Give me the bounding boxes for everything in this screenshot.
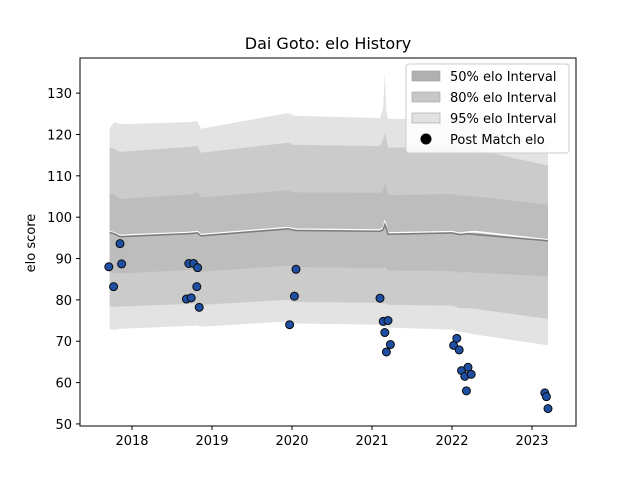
post-match-elo-point [385,340,395,350]
elo-upper-line [109,219,549,241]
chart-title: Dai Goto: elo History [245,34,411,53]
post-match-elo-point [381,347,391,357]
post-match-elo-point [285,320,295,330]
x-tick-label: 2023 [515,434,548,449]
post-match-elo-point [461,386,471,396]
post-match-elo-point [104,262,114,272]
legend-swatch [411,70,441,82]
post-match-elo-point [541,392,551,402]
post-match-elo-point [466,369,476,379]
legend-swatch [411,91,441,103]
y-tick-label: 100 [47,211,72,226]
legend-label: 80% elo Interval [450,91,557,106]
axes: 2018 2019 2020 2021 2022 2023 50 60 70 80 90 100 110… [47,57,577,449]
legend-label: Post Match elo [450,133,545,148]
x-tick-label: 2020 [275,434,308,449]
post-match-elo-point [380,328,390,338]
legend-box [405,63,570,154]
y-tick-label: 120 [47,128,72,143]
post-match-elo-point [186,293,196,303]
legend-swatch [411,112,441,124]
legend-label: 95% elo Interval [450,112,557,127]
y-tick-label: 70 [55,335,72,350]
post-match-elo-point [452,333,462,343]
x-tick-label: 2022 [435,434,468,449]
y-tick-label: 110 [47,170,72,185]
post-match-elo-point [454,345,464,355]
post-match-elo-point [192,282,202,292]
legend-label: 50% elo Interval [450,70,557,85]
legend-marker [420,133,432,145]
post-match-elo-point [375,293,385,303]
x-tick-label: 2021 [355,434,388,449]
y-tick-label: 50 [55,418,72,433]
y-tick-label: 80 [55,294,72,309]
post-match-elo-point [109,282,119,292]
x-tick-label: 2019 [195,434,228,449]
y-axis-label: elo score [24,214,39,273]
post-match-elo-point [194,302,204,312]
post-match-elo-point [117,259,127,269]
post-match-elo-point [193,263,203,273]
post-match-elo-point [291,264,301,274]
post-match-elo-point [115,239,125,249]
post-match-elo-point [289,291,299,301]
y-tick-label: 130 [47,87,72,102]
elo-mean-line [109,222,549,242]
post-match-elo-point [383,316,393,326]
y-tick-label: 90 [55,253,72,268]
y-tick-label: 60 [55,377,72,392]
post-match-elo-point [543,404,553,414]
legend: 50% elo Interval 80% elo Interval 95% elo … [405,63,570,154]
axes-frame [79,57,577,427]
x-tick-label: 2018 [115,434,148,449]
